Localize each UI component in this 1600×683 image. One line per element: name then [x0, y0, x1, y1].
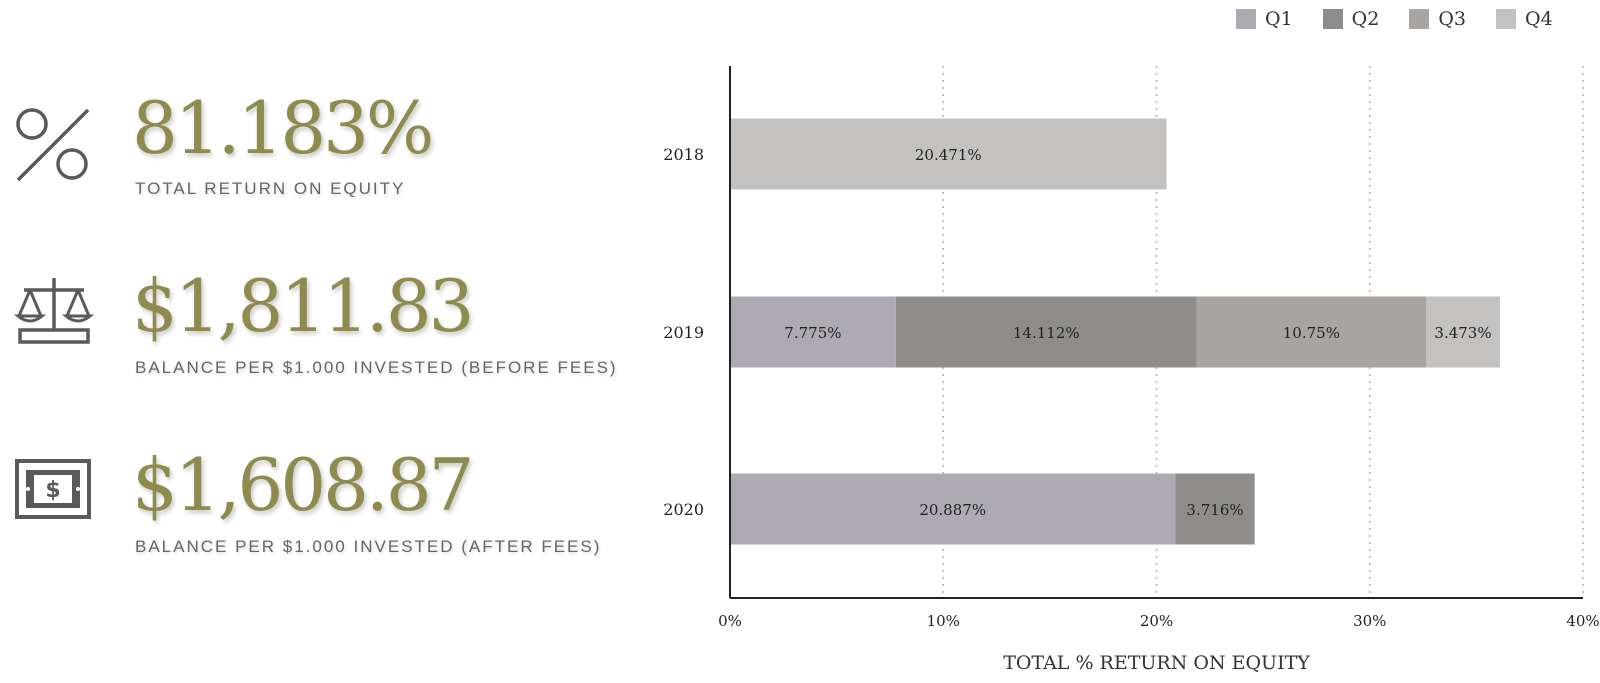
data-label: 3.473% [1434, 324, 1491, 342]
data-label: 14.112% [1013, 324, 1080, 342]
legend-label: Q1 [1265, 8, 1293, 30]
banknote-icon: $ [15, 459, 91, 519]
legend-item-q4[interactable]: Q4 [1496, 8, 1553, 30]
svg-text:$: $ [45, 478, 60, 503]
data-label: 7.775% [784, 324, 841, 342]
legend-label: Q4 [1525, 8, 1553, 30]
stat-label: TOTAL RETURN ON EQUITY [135, 179, 406, 198]
data-label: 3.716% [1186, 501, 1243, 519]
stat-balance-before-fees: $1,811.83 BALANCE PER $1.000 INVESTED (B… [14, 268, 644, 418]
category-label: 2020 [663, 500, 704, 519]
chart-legend: Q1 Q2 Q3 Q4 [1236, 8, 1553, 30]
legend-swatch [1322, 9, 1343, 29]
legend-swatch [1409, 9, 1430, 29]
x-tick-label: 40% [1566, 612, 1599, 630]
legend-item-q3[interactable]: Q3 [1409, 8, 1466, 30]
data-label: 20.471% [915, 146, 982, 164]
x-tick-label: 30% [1353, 612, 1386, 630]
x-tick-label: 0% [718, 612, 742, 630]
stat-total-return: 81.183% TOTAL RETURN ON EQUITY [14, 90, 644, 240]
category-label: 2019 [663, 323, 704, 342]
bar-segment [730, 473, 1176, 545]
legend-label: Q2 [1351, 8, 1380, 30]
legend-label: Q3 [1438, 8, 1467, 30]
scales-icon [14, 278, 94, 344]
legend-item-q2[interactable]: Q2 [1322, 8, 1380, 30]
stat-label: BALANCE PER $1.000 INVESTED (BEFORE FEES… [135, 358, 618, 377]
x-tick-label: 20% [1140, 612, 1173, 630]
stat-balance-after-fees: $ $1,608.87 BALANCE PER $1.000 INVESTED … [14, 447, 644, 597]
data-label: 10.75% [1283, 324, 1340, 342]
bar-segment [1175, 473, 1255, 545]
bar-segment [895, 296, 1197, 368]
stat-value: $1,811.83 [132, 264, 474, 348]
bar-segment [1196, 296, 1426, 368]
percent-icon [16, 108, 90, 182]
bar-segment [1425, 296, 1501, 368]
x-tick-label: 10% [927, 612, 960, 630]
stat-value: 81.183% [132, 86, 434, 170]
stat-label: BALANCE PER $1.000 INVESTED (AFTER FEES) [135, 537, 602, 556]
legend-swatch [1236, 9, 1256, 29]
data-label: 20.887% [919, 501, 986, 519]
x-axis-title: TOTAL % RETURN ON EQUITY [1003, 652, 1310, 674]
bar-segment [730, 118, 1167, 190]
bar-segment [730, 296, 896, 368]
legend-swatch [1496, 9, 1517, 29]
category-label: 2018 [663, 145, 704, 164]
legend-item-q1[interactable]: Q1 [1236, 8, 1293, 30]
stat-value: $1,608.87 [132, 443, 474, 527]
